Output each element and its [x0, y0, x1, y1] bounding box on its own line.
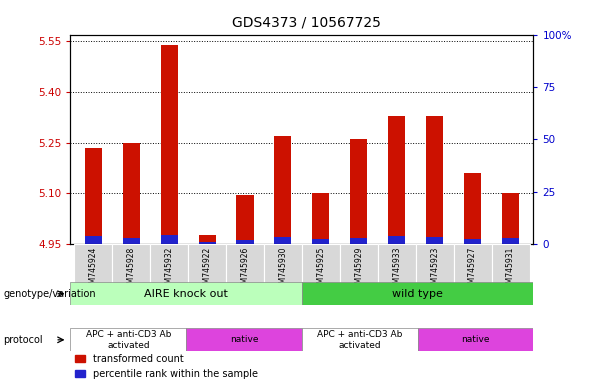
Bar [264, 244, 302, 305]
Text: GSM745922: GSM745922 [202, 247, 211, 293]
Bar [502, 193, 519, 244]
Text: APC + anti-CD3 Ab
activated: APC + anti-CD3 Ab activated [317, 330, 403, 349]
Text: GSM745929: GSM745929 [354, 247, 364, 293]
Bar [426, 237, 443, 244]
Bar [340, 244, 378, 305]
Text: GSM745930: GSM745930 [278, 247, 287, 293]
Text: AIRE knock out: AIRE knock out [144, 289, 228, 299]
Bar [302, 328, 417, 351]
Bar [70, 282, 302, 305]
Bar [161, 45, 178, 244]
Bar [454, 244, 492, 305]
Bar [350, 139, 367, 244]
Bar [416, 244, 454, 305]
Bar [426, 116, 443, 244]
Bar [85, 147, 102, 244]
Text: GSM745928: GSM745928 [127, 247, 135, 293]
Bar [492, 244, 530, 305]
Text: native: native [461, 335, 490, 344]
Bar [112, 244, 150, 305]
Bar [388, 236, 405, 244]
Text: GDS4373 / 10567725: GDS4373 / 10567725 [232, 15, 381, 29]
Bar [302, 282, 533, 305]
Bar [313, 193, 329, 244]
Text: wild type: wild type [392, 289, 443, 299]
Bar [302, 244, 340, 305]
Bar [188, 244, 226, 305]
Bar [123, 238, 140, 244]
Bar [464, 240, 481, 244]
Bar [502, 238, 519, 244]
Bar [161, 235, 178, 244]
Bar [350, 238, 367, 244]
Text: GSM745926: GSM745926 [240, 247, 249, 293]
Bar [150, 244, 188, 305]
Bar [378, 244, 416, 305]
Bar [186, 328, 302, 351]
Bar [74, 244, 112, 305]
Text: GSM745931: GSM745931 [506, 247, 515, 293]
Bar [275, 136, 291, 244]
Text: GSM745927: GSM745927 [468, 247, 477, 293]
Text: GSM745924: GSM745924 [89, 247, 97, 293]
Bar [237, 195, 254, 244]
Bar [275, 237, 291, 244]
Legend: transformed count, percentile rank within the sample: transformed count, percentile rank withi… [75, 354, 258, 379]
Text: native: native [230, 335, 258, 344]
Text: GSM745932: GSM745932 [165, 247, 173, 293]
Text: GSM745933: GSM745933 [392, 247, 402, 293]
Bar [388, 116, 405, 244]
Bar [199, 235, 216, 244]
Text: GSM745925: GSM745925 [316, 247, 326, 293]
Text: GSM745923: GSM745923 [430, 247, 439, 293]
Bar [417, 328, 533, 351]
Text: APC + anti-CD3 Ab
activated: APC + anti-CD3 Ab activated [86, 330, 171, 349]
Bar [237, 240, 254, 244]
Bar [123, 142, 140, 244]
Bar [464, 173, 481, 244]
Bar [226, 244, 264, 305]
Bar [199, 242, 216, 244]
Bar [313, 240, 329, 244]
Bar [70, 328, 186, 351]
Text: protocol: protocol [3, 335, 43, 345]
Text: genotype/variation: genotype/variation [3, 289, 96, 299]
Bar [85, 237, 102, 244]
